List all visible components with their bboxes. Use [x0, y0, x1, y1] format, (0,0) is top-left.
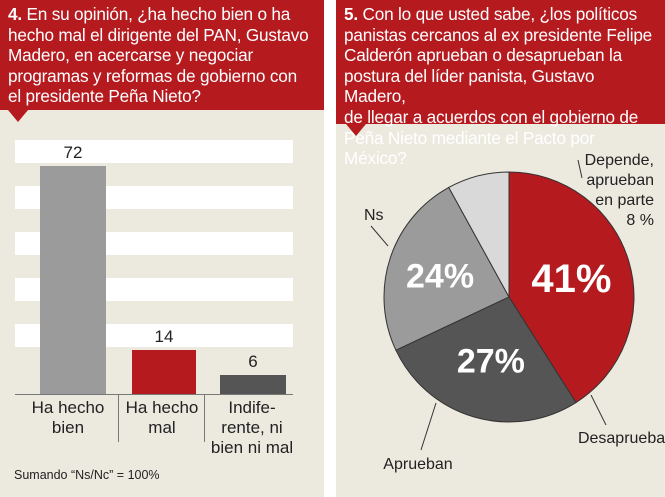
bar-mal — [132, 349, 196, 394]
leader-line — [370, 225, 389, 247]
category-label-line: rente, ni — [221, 418, 283, 437]
slice-ns — [383, 186, 510, 351]
slice-desaprueban — [508, 171, 635, 404]
slice-depende — [448, 171, 510, 298]
question-number: 5. — [344, 4, 358, 24]
category-label-line: Indife- — [228, 398, 276, 417]
footnote: Sumando “Ns/Nc” = 100% — [14, 468, 160, 482]
question-notch — [346, 124, 366, 136]
bar-value-label: 6 — [248, 352, 258, 371]
category-label-mal: Ha hecho mal — [120, 398, 204, 438]
x-axis-divider — [204, 394, 205, 442]
slice-name-label: Desaprueban — [578, 430, 665, 447]
category-label-line: Ha hecho — [31, 398, 105, 417]
bar-chart-panel: 4. En su opinión, ¿ha hecho bien o ha he… — [0, 0, 324, 497]
question-line: postura del líder panista, Gustavo Mader… — [344, 65, 595, 107]
question-number: 4. — [8, 4, 22, 24]
category-label-indiferente: Indife- rente, ni bien ni mal — [206, 398, 298, 458]
question-line: programas y reformas de gobierno con — [8, 65, 297, 86]
question-line: En su opinión, ¿ha hecho bien o ha — [26, 4, 291, 24]
slice-name-label: Ns — [364, 207, 384, 224]
slice-name-label: Aprueban — [383, 456, 452, 473]
category-label-line: Ha hecho — [125, 398, 199, 417]
slice-aprueban — [395, 296, 577, 423]
slice-value-label: 27% — [457, 342, 525, 380]
slice-value-label: 41% — [531, 257, 611, 301]
bar-value-label: 72 — [63, 143, 83, 162]
bar-indiferente — [220, 375, 286, 394]
bar-value-label: 14 — [154, 326, 174, 346]
pie-chart-panel: 5. Con lo que usted sabe, ¿los políticos… — [336, 0, 665, 497]
slice-value-label: 24% — [406, 258, 474, 296]
leader-line — [420, 402, 437, 451]
category-label-line: bien — [51, 418, 85, 437]
slice-name-label: en parte — [595, 192, 654, 209]
question-5-box: 5. Con lo que usted sabe, ¿los políticos… — [336, 0, 665, 168]
question-line: panistas cercanos al ex presidente Felip… — [344, 24, 653, 45]
question-line: hecho mal el dirigente del PAN, Gustavo — [8, 24, 309, 45]
x-axis-divider — [118, 394, 119, 442]
leader-line — [590, 394, 607, 426]
slice-name-label: Depende, — [585, 152, 654, 169]
category-label-bien: Ha hecho bien — [22, 398, 114, 438]
slice-name-label: aprueban — [586, 172, 654, 189]
category-label-line: bien ni mal — [210, 438, 294, 457]
x-axis-line — [15, 394, 293, 395]
slice-value-label: 8 % — [626, 212, 654, 229]
pie-chart: 41% 27% 24% Desaprueban Aprueban Ns Depende, ap… — [364, 152, 665, 473]
category-label-line: mal — [148, 418, 176, 437]
question-line: Peña Nieto mediante el Pacto por México? — [344, 127, 595, 169]
leader-line — [577, 159, 583, 179]
question-line: Con lo que usted sabe, ¿los políticos — [362, 4, 638, 24]
question-line: Calderón aprueban o desaprueban la — [344, 45, 622, 66]
grid-band — [15, 140, 293, 163]
question-line: Madero, en acercarse y negociar — [8, 45, 254, 66]
bar-bien — [40, 166, 106, 394]
question-line: de llegar a acuerdos con el gobierno de — [344, 106, 639, 127]
question-line: el presidente Peña Nieto? — [8, 86, 201, 107]
question-4-box: 4. En su opinión, ¿ha hecho bien o ha he… — [0, 0, 324, 110]
question-notch — [8, 110, 28, 122]
